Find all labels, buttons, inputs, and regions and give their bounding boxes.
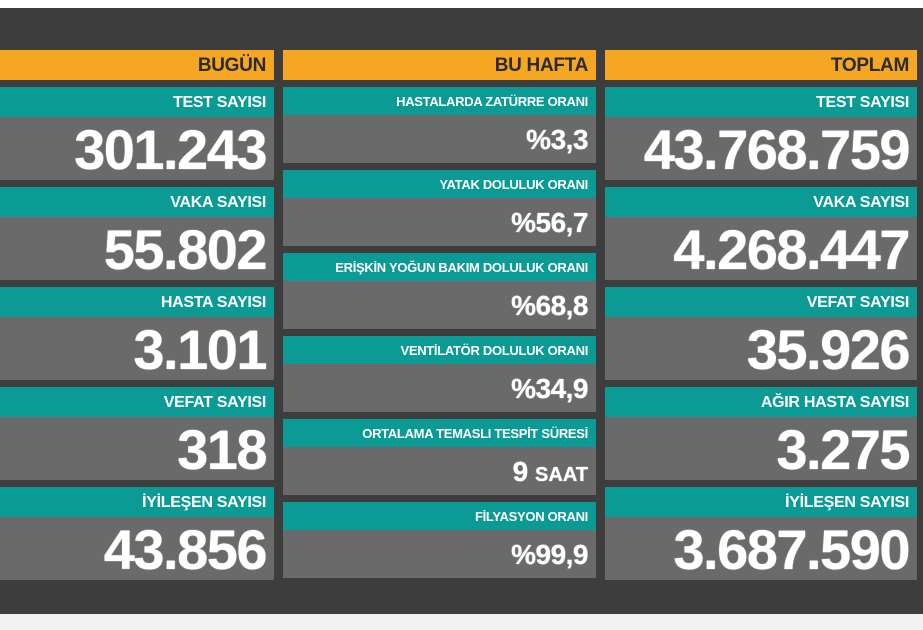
stat-label: HASTALARDA ZATÜRRE ORANI xyxy=(283,87,596,115)
stat-label: TEST SAYISI xyxy=(0,87,274,117)
today-recovered-stat: İYİLEŞEN SAYISI 43.856 xyxy=(0,487,274,581)
stat-label: VAKA SAYISI xyxy=(605,187,917,217)
stat-label: İYİLEŞEN SAYISI xyxy=(0,487,274,517)
stat-value: 43.768.759 xyxy=(605,117,917,181)
total-case-stat: VAKA SAYISI 4.268.447 xyxy=(605,187,917,281)
week-contact-time-stat: ORTALAMA TEMASLI TESPİT SÜRESİ 9 SAAT xyxy=(283,419,596,495)
stats-board: BUGÜN TEST SAYISI 301.243 VAKA SAYISI 55… xyxy=(0,8,923,614)
stat-label: TEST SAYISI xyxy=(605,87,917,117)
today-column: BUGÜN TEST SAYISI 301.243 VAKA SAYISI 55… xyxy=(0,50,274,581)
total-column: TOPLAM TEST SAYISI 43.768.759 VAKA SAYIS… xyxy=(605,50,917,581)
stat-value: 35.926 xyxy=(605,317,917,381)
total-critical-stat: AĞIR HASTA SAYISI 3.275 xyxy=(605,387,917,481)
total-death-stat: VEFAT SAYISI 35.926 xyxy=(605,287,917,381)
stat-label: HASTA SAYISI xyxy=(0,287,274,317)
stat-label: VEFAT SAYISI xyxy=(0,387,274,417)
today-case-stat: VAKA SAYISI 55.802 xyxy=(0,187,274,281)
week-header: BU HAFTA xyxy=(283,50,596,80)
week-pneumonia-stat: HASTALARDA ZATÜRRE ORANI %3,3 xyxy=(283,87,596,163)
stat-value: 55.802 xyxy=(0,217,274,281)
stat-value: 3.101 xyxy=(0,317,274,381)
week-ventilator-stat: VENTİLATÖR DOLULUK ORANI %34,9 xyxy=(283,336,596,412)
week-bed-stat: YATAK DOLULUK ORANI %56,7 xyxy=(283,170,596,246)
stat-value: %99,9 xyxy=(283,530,596,578)
stat-value: %56,7 xyxy=(283,198,596,246)
stat-value: 318 xyxy=(0,417,274,481)
stat-value: 43.856 xyxy=(0,517,274,581)
stat-value: %3,3 xyxy=(283,115,596,163)
week-filiation-stat: FİLYASYON ORANI %99,9 xyxy=(283,502,596,578)
week-column: BU HAFTA HASTALARDA ZATÜRRE ORANI %3,3 Y… xyxy=(283,50,596,578)
stat-label: AĞIR HASTA SAYISI xyxy=(605,387,917,417)
total-header: TOPLAM xyxy=(605,50,917,80)
week-icu-stat: ERİŞKİN YOĞUN BAKIM DOLULUK ORANI %68,8 xyxy=(283,253,596,329)
stat-value: 3.275 xyxy=(605,417,917,481)
today-patient-stat: HASTA SAYISI 3.101 xyxy=(0,287,274,381)
stat-label: ERİŞKİN YOĞUN BAKIM DOLULUK ORANI xyxy=(283,253,596,281)
today-test-stat: TEST SAYISI 301.243 xyxy=(0,87,274,181)
stat-value: %34,9 xyxy=(283,364,596,412)
total-recovered-stat: İYİLEŞEN SAYISI 3.687.590 xyxy=(605,487,917,581)
stat-value: 9 SAAT xyxy=(283,447,596,495)
bottom-strip xyxy=(0,614,923,630)
total-test-stat: TEST SAYISI 43.768.759 xyxy=(605,87,917,181)
today-death-stat: VEFAT SAYISI 318 xyxy=(0,387,274,481)
stat-value: 301.243 xyxy=(0,117,274,181)
stat-label: VAKA SAYISI xyxy=(0,187,274,217)
stat-label: FİLYASYON ORANI xyxy=(283,502,596,530)
stat-label: YATAK DOLULUK ORANI xyxy=(283,170,596,198)
stat-value-unit: SAAT xyxy=(535,464,588,486)
stat-value: 4.268.447 xyxy=(605,217,917,281)
stat-value-number: 9 xyxy=(512,456,529,487)
stat-label: İYİLEŞEN SAYISI xyxy=(605,487,917,517)
stat-label: VENTİLATÖR DOLULUK ORANI xyxy=(283,336,596,364)
today-header: BUGÜN xyxy=(0,50,274,80)
stat-value: 3.687.590 xyxy=(605,517,917,581)
stat-value: %68,8 xyxy=(283,281,596,329)
stat-label: ORTALAMA TEMASLI TESPİT SÜRESİ xyxy=(283,419,596,447)
stat-label: VEFAT SAYISI xyxy=(605,287,917,317)
